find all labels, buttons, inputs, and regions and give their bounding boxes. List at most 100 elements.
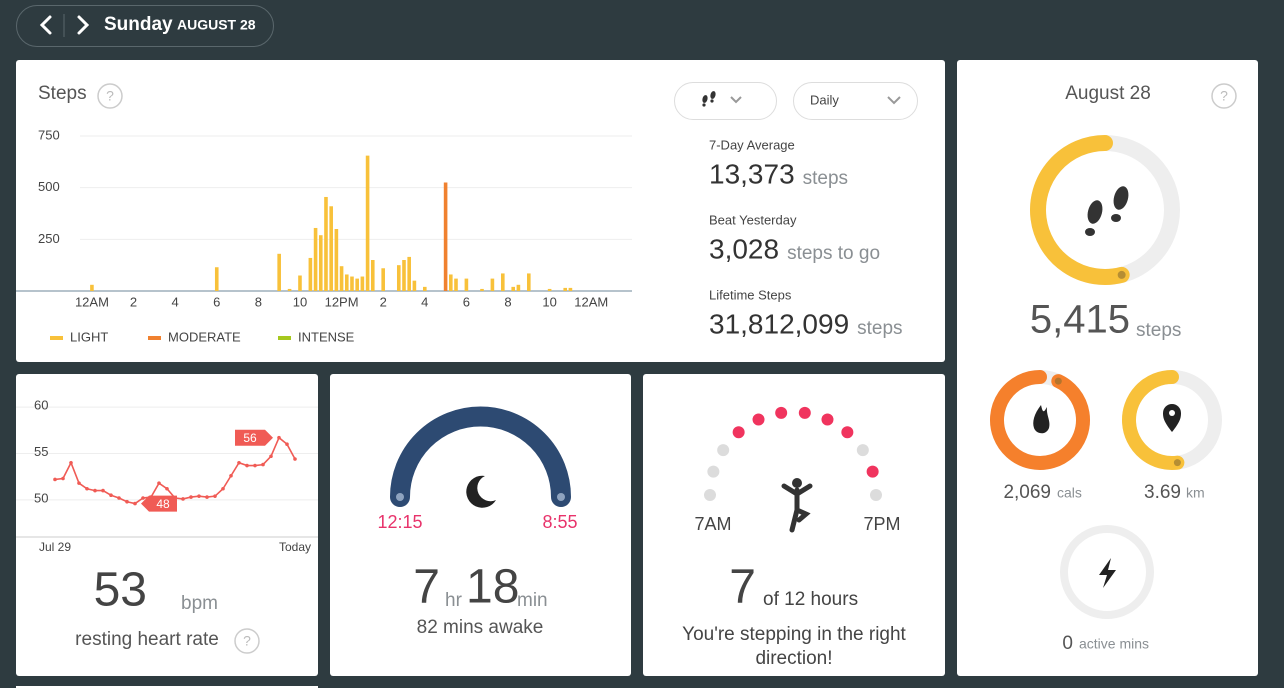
heart-point <box>181 497 185 501</box>
annotation-text: 48 <box>156 497 170 511</box>
bar <box>511 286 516 291</box>
heart-point <box>245 463 249 468</box>
heart-point <box>189 495 193 499</box>
bar <box>402 260 406 291</box>
help-icon[interactable] <box>234 628 260 654</box>
prev-button[interactable] <box>39 15 52 35</box>
heart-point <box>221 486 225 491</box>
heart-point <box>93 488 97 493</box>
bar <box>516 284 521 291</box>
moon-icon <box>466 475 496 508</box>
x-tick-label: Jul 29 <box>39 540 71 554</box>
hour-dot <box>717 444 730 457</box>
heart-point <box>269 454 273 459</box>
stat-unit: steps to go <box>787 243 880 264</box>
bar <box>339 266 344 291</box>
bar <box>334 229 339 291</box>
heart-point <box>101 488 105 493</box>
bar <box>443 182 448 291</box>
y-tick-label: 250 <box>38 231 60 246</box>
annotation-tag <box>235 429 273 446</box>
hourly-start: 7AM <box>694 514 731 534</box>
help-icon[interactable] <box>1211 83 1237 109</box>
hour-dot <box>870 489 882 501</box>
hour-dot <box>732 426 745 439</box>
chevron <box>887 96 901 105</box>
bar <box>407 256 411 291</box>
heart-point <box>133 501 137 506</box>
summary-date: August 28 <box>1065 83 1151 104</box>
ring-end <box>1117 270 1126 279</box>
distance-value: 3.69 <box>1144 482 1181 503</box>
help-text: ? <box>1220 88 1228 104</box>
heart-point <box>125 499 129 504</box>
bar <box>90 284 94 291</box>
stat-value: 13,373 <box>709 158 795 189</box>
flame-icon <box>1033 405 1050 434</box>
stat-label: 7-Day Average <box>709 137 795 152</box>
legend-label: LIGHT <box>70 329 108 344</box>
footsteps-icon <box>702 91 716 107</box>
x-tick-label: 6 <box>463 294 470 309</box>
heart-label: resting heart rate <box>75 629 219 650</box>
gauge-end <box>557 493 565 501</box>
summary-steps: 5,415 <box>1030 298 1130 342</box>
hour-dot <box>866 465 879 478</box>
hour-dot <box>856 444 869 457</box>
footsteps-icon <box>1085 186 1129 236</box>
stat-value: 3,028 <box>709 233 779 264</box>
heart-point <box>277 435 281 440</box>
bar <box>355 278 359 291</box>
hourly-of: of 12 hours <box>763 589 858 610</box>
heart-unit: bpm <box>181 593 218 614</box>
bar <box>464 278 469 291</box>
bar <box>527 273 531 291</box>
hour-dot <box>775 406 788 419</box>
heart-point <box>237 460 241 465</box>
heart-point <box>293 457 297 461</box>
stat-label: Beat Yesterday <box>709 212 797 227</box>
heart-point <box>77 481 81 485</box>
x-tick-label: Today <box>279 540 311 554</box>
hour-dot <box>704 489 716 501</box>
bar <box>329 206 333 291</box>
x-tick-label: 12PM <box>325 294 359 309</box>
hour-dot <box>841 426 854 439</box>
heart-point <box>165 486 169 491</box>
calories-value: 2,069 <box>1003 482 1051 503</box>
ring-end <box>1054 377 1062 385</box>
hour-dot <box>707 465 720 478</box>
metric-dropdown[interactable] <box>674 82 777 120</box>
bar <box>313 227 318 291</box>
active-value: 0 <box>1062 633 1073 654</box>
ring-progress <box>1030 135 1130 285</box>
stat-value: 31,812,099 <box>709 308 849 339</box>
heart-point <box>285 442 289 446</box>
sleep-minutes-unit: min <box>517 590 548 611</box>
heart-point <box>117 496 121 500</box>
bar <box>448 274 453 291</box>
next-button[interactable] <box>77 15 90 35</box>
period-dropdown[interactable] <box>793 82 918 120</box>
y-tick-label: 750 <box>38 127 60 142</box>
help-icon[interactable] <box>97 83 123 109</box>
summary-steps-unit: steps <box>1136 320 1181 341</box>
summary-card <box>957 60 1258 676</box>
heart-point <box>157 481 161 485</box>
x-tick-label: 10 <box>542 294 556 309</box>
x-tick-label: 2 <box>380 294 387 309</box>
bolt-icon <box>1099 558 1116 588</box>
heart-point <box>229 473 233 478</box>
bar <box>454 278 458 291</box>
bar <box>422 286 427 291</box>
sleep-hours-unit: hr <box>445 590 463 611</box>
ring-progress <box>1122 370 1185 470</box>
legend-swatch <box>50 336 63 340</box>
x-tick-label: 12AM <box>574 294 608 309</box>
bar <box>365 155 370 291</box>
calories-unit: cals <box>1057 485 1082 501</box>
sleep-awake: 82 mins awake <box>417 617 544 638</box>
bar <box>501 273 505 291</box>
bar <box>547 288 552 291</box>
